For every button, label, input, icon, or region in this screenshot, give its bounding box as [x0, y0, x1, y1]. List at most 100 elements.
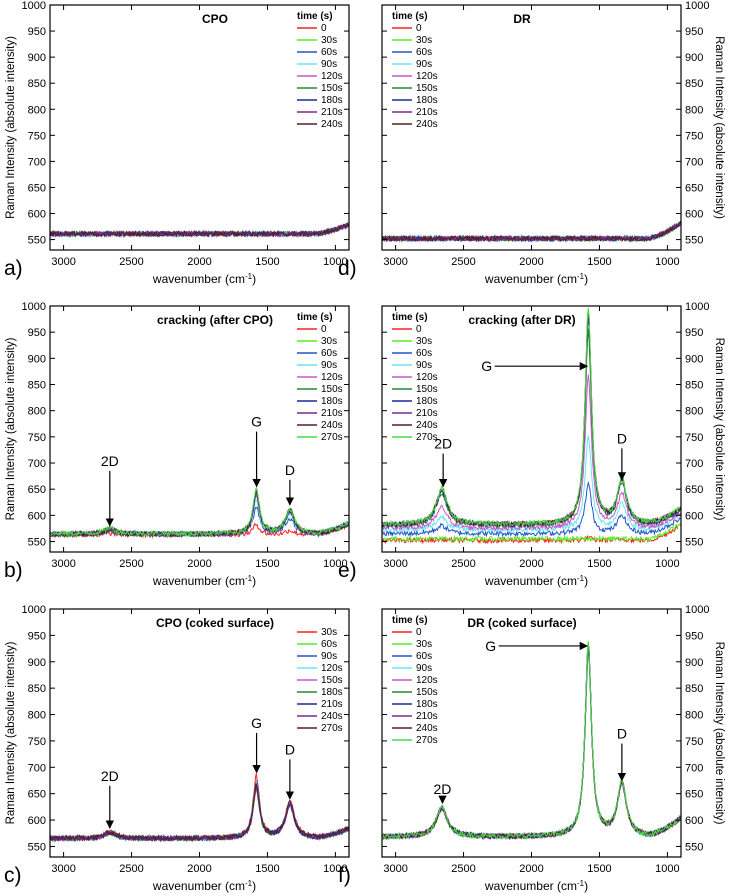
legend-entry: 180s	[321, 687, 343, 698]
x-tick-label: 2500	[451, 863, 475, 875]
panel-a: 550 600 650 700 750 800 850 900 950 1000 3000 2500 2…	[4, 0, 350, 286]
y-tick-label: 900	[28, 657, 46, 669]
peak-label: G	[485, 638, 496, 654]
legend-entry: 0	[416, 324, 422, 335]
legend-entry: 90s	[321, 59, 337, 70]
legend-title: time (s)	[392, 615, 428, 626]
y-tick-label: 800	[28, 104, 46, 116]
y-tick-label: 700	[685, 458, 703, 470]
x-tick-label: 2500	[451, 558, 475, 570]
y-tick-label: 1000	[22, 301, 46, 313]
panel-c: 550 600 650 700 750 800 850 900 950 1000 3000 2500 2…	[4, 604, 350, 893]
series-line-270s	[50, 783, 349, 843]
y-axis-label: Raman Intensity (absolute intensity)	[5, 36, 17, 219]
legend-entry: 60s	[416, 47, 432, 58]
legend-entry: 120s	[416, 675, 438, 686]
legend-entry: 0	[321, 324, 327, 335]
legend-entry: 240s	[416, 420, 438, 431]
plot-frame	[49, 4, 350, 251]
peak-label: 2D	[101, 768, 119, 784]
x-tick-label: 1500	[587, 558, 611, 570]
legend-entry: 60s	[321, 639, 337, 650]
legend-entry: 240s	[416, 119, 438, 130]
x-tick-label: 2500	[119, 558, 143, 570]
legend-entry: 270s	[321, 432, 343, 443]
legend-entry: 0	[416, 627, 422, 638]
y-tick-label: 600	[685, 510, 703, 522]
legend-entry: 30s	[321, 627, 337, 638]
legend-entry: 180s	[416, 699, 438, 710]
panel-title: DR (coked surface)	[467, 616, 576, 630]
legend-entry: 120s	[321, 663, 343, 674]
y-tick-label: 600	[28, 815, 46, 827]
legend-entry: 180s	[416, 396, 438, 407]
legend-entry: 150s	[321, 384, 343, 395]
series-line-270s	[382, 641, 681, 841]
y-tick-label: 650	[685, 789, 703, 801]
y-tick-label: 850	[685, 380, 703, 392]
legend-entry: 0	[416, 23, 422, 34]
legend-entry: 270s	[416, 432, 438, 443]
y-tick-label: 600	[685, 815, 703, 827]
y-tick-label: 1000	[22, 0, 46, 12]
series-line-120s	[382, 374, 681, 532]
y-tick-label: 950	[28, 630, 46, 642]
x-tick-label: 2000	[519, 256, 543, 268]
legend-entry: 30s	[321, 35, 337, 46]
plot-frame	[49, 608, 350, 858]
series-line-270s	[382, 308, 681, 528]
panel-title: CPO (coked surface)	[156, 616, 274, 630]
x-tick-label: 3000	[383, 256, 407, 268]
legend-entry: 30s	[416, 639, 432, 650]
legend-entry: 210s	[321, 408, 343, 419]
y-tick-label: 1000	[685, 604, 709, 616]
legend-entry: 60s	[321, 348, 337, 359]
legend-entry: 150s	[321, 675, 343, 686]
y-tick-label: 900	[685, 353, 703, 365]
legend-entry: 90s	[321, 360, 337, 371]
series-group	[50, 485, 349, 539]
peak-label: G	[481, 358, 492, 374]
series-group	[382, 308, 681, 545]
x-axis-label: wavenumber (cm-1)	[152, 574, 256, 589]
y-tick-label: 550	[685, 235, 703, 247]
legend-title: time (s)	[392, 312, 428, 323]
y-tick-label: 750	[685, 736, 703, 748]
panel-b: 550 600 650 700 750 800 850 900 950 1000 3000 2500 2…	[4, 301, 350, 589]
y-tick-label: 850	[28, 78, 46, 90]
legend-entry: 60s	[416, 348, 432, 359]
series-group	[382, 220, 681, 243]
x-tick-label: 1500	[587, 256, 611, 268]
y-tick-label: 800	[685, 104, 703, 116]
y-tick-label: 550	[685, 537, 703, 549]
legend-entry: 90s	[321, 651, 337, 662]
y-tick-label: 650	[685, 182, 703, 194]
legend-entry: 30s	[321, 336, 337, 347]
y-tick-label: 750	[685, 432, 703, 444]
series-line-60s	[382, 481, 681, 538]
y-tick-label: 900	[28, 52, 46, 64]
x-tick-label: 2000	[519, 863, 543, 875]
y-tick-label: 700	[685, 156, 703, 168]
y-tick-label: 800	[685, 710, 703, 722]
series-group	[50, 773, 349, 843]
x-tick-label: 3000	[51, 256, 75, 268]
series-line-240s	[50, 223, 349, 238]
peak-label: G	[251, 715, 262, 731]
y-tick-label: 600	[28, 209, 46, 221]
x-tick-label: 1000	[655, 863, 679, 875]
legend-entry: 210s	[416, 408, 438, 419]
legend-entry: 120s	[321, 71, 343, 82]
y-axis-label: Raman Intensity (absolute intensity)	[713, 36, 725, 219]
x-tick-label: 2000	[187, 863, 211, 875]
legend-entry: 30s	[416, 336, 432, 347]
y-tick-label: 1000	[22, 604, 46, 616]
legend-entry: 150s	[416, 687, 438, 698]
y-tick-label: 600	[685, 209, 703, 221]
y-tick-label: 900	[685, 52, 703, 64]
y-tick-label: 1000	[685, 0, 709, 12]
y-tick-label: 550	[28, 537, 46, 549]
panel-letter: e)	[338, 559, 357, 582]
x-tick-label: 3000	[51, 558, 75, 570]
